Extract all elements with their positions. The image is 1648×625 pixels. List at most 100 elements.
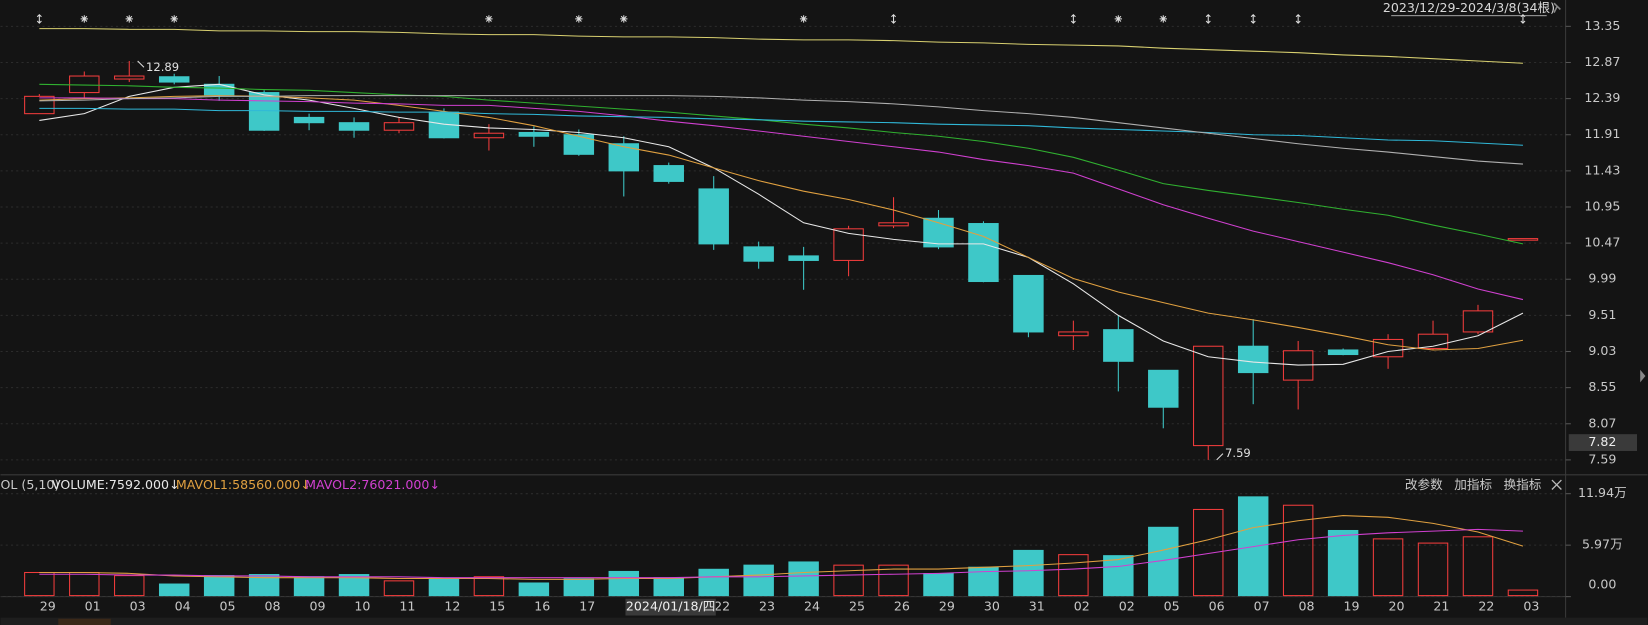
pin-icon[interactable] bbox=[1553, 2, 1561, 13]
indicator-name: OL (5,10) bbox=[0, 477, 59, 492]
candle-body bbox=[1103, 329, 1134, 362]
candle-body bbox=[69, 75, 100, 94]
candle-body bbox=[248, 92, 280, 131]
x-tick-label: 01 bbox=[85, 599, 101, 614]
button[interactable]: 改参数 bbox=[1405, 477, 1443, 492]
event-marker[interactable] bbox=[1114, 15, 1123, 23]
candle-body bbox=[833, 228, 864, 261]
button[interactable]: 换指标 bbox=[1504, 477, 1542, 492]
cursor-price: 7.82 bbox=[1588, 434, 1616, 449]
event-marker[interactable] bbox=[485, 15, 493, 23]
y-tick-label: 10.95 bbox=[1584, 198, 1620, 213]
volume-bar bbox=[1507, 589, 1539, 597]
tab-strip bbox=[0, 617, 1648, 625]
x-tick-label: 16 bbox=[534, 599, 550, 614]
annotation-arrow bbox=[1216, 453, 1224, 461]
volume-bar bbox=[1372, 538, 1404, 597]
volume-bar bbox=[518, 582, 550, 597]
ma-line bbox=[39, 95, 1523, 165]
event-marker[interactable] bbox=[1295, 13, 1301, 24]
x-tick-label: 05 bbox=[1164, 599, 1180, 614]
expand-arrow[interactable] bbox=[1640, 369, 1646, 383]
candle-body bbox=[968, 223, 999, 283]
ma-line bbox=[39, 95, 1524, 351]
volume-bar bbox=[473, 576, 505, 597]
active-tab[interactable] bbox=[58, 618, 111, 625]
x-tick-label: 23 bbox=[759, 599, 775, 614]
candle-body bbox=[788, 255, 819, 261]
readout: MAVOL1:58560.000↓ bbox=[176, 477, 311, 492]
volume-header: OL (5,10) VOLUME:7592.000↓ MAVOL1:58560.… bbox=[0, 477, 1562, 492]
y-tick-label: 9.51 bbox=[1588, 307, 1616, 322]
volume-bar bbox=[1103, 555, 1134, 597]
y-tick-label: 8.55 bbox=[1588, 379, 1616, 394]
x-tick-label: 29 bbox=[40, 599, 56, 614]
volume-bar bbox=[428, 578, 460, 597]
x-tick-label: 05 bbox=[220, 599, 236, 614]
cursor-price-box bbox=[1568, 434, 1638, 451]
range-label[interactable]: 2023/12/29-2024/3/8(34根) bbox=[1383, 0, 1555, 15]
cursor-date: 2024/01/18/四 bbox=[626, 599, 715, 614]
event-marker[interactable] bbox=[80, 15, 88, 23]
event-marker[interactable] bbox=[1250, 13, 1256, 24]
volume-bar bbox=[833, 564, 864, 597]
event-marker[interactable] bbox=[36, 13, 42, 24]
volume-bar bbox=[653, 577, 684, 597]
button[interactable]: 加指标 bbox=[1454, 477, 1492, 492]
event-marker[interactable] bbox=[125, 15, 133, 23]
y-tick-label: 12.87 bbox=[1584, 54, 1620, 69]
volume-bar bbox=[203, 575, 235, 597]
candle-body bbox=[1013, 274, 1044, 333]
readout: VOLUME:7592.000↓ bbox=[52, 477, 180, 492]
x-tick-label: 22 bbox=[714, 599, 730, 614]
volume-bar bbox=[293, 576, 325, 597]
candle-body bbox=[563, 134, 595, 155]
x-tick-label: 02 bbox=[1074, 599, 1090, 614]
volume-bar bbox=[1327, 529, 1359, 597]
event-marker[interactable] bbox=[1205, 13, 1211, 24]
volume-bar bbox=[563, 578, 595, 597]
volume-bar bbox=[1462, 536, 1494, 597]
candle-body bbox=[473, 132, 505, 139]
x-tick-label: 25 bbox=[849, 599, 865, 614]
mavol-line bbox=[39, 528, 1523, 579]
x-tick-label: 29 bbox=[939, 599, 955, 614]
x-tick-label: 10 bbox=[354, 599, 370, 614]
volume-bar bbox=[878, 564, 909, 597]
volume-bar bbox=[1282, 504, 1314, 597]
x-tick-label: 03 bbox=[1523, 599, 1539, 614]
annotation-arrow bbox=[137, 60, 145, 68]
x-tick-label: 22 bbox=[1478, 599, 1494, 614]
x-tick-label: 02 bbox=[1119, 599, 1135, 614]
event-marker[interactable] bbox=[575, 15, 583, 23]
event-marker[interactable] bbox=[620, 15, 628, 23]
event-marker[interactable] bbox=[891, 13, 897, 24]
mavol-line bbox=[39, 515, 1524, 580]
candle-body bbox=[1237, 345, 1269, 374]
y-tick-label: 11.43 bbox=[1584, 162, 1620, 177]
y-tick-label: 11.94万 bbox=[1578, 485, 1627, 500]
candle-body bbox=[1462, 310, 1494, 333]
x-tick-label: 19 bbox=[1344, 599, 1360, 614]
event-marker[interactable] bbox=[799, 15, 808, 23]
x-tick-label: 15 bbox=[489, 599, 505, 614]
event-marker[interactable] bbox=[1520, 13, 1526, 24]
candle-body bbox=[518, 131, 550, 137]
y-tick-label: 12.39 bbox=[1584, 90, 1620, 105]
volume-bar bbox=[383, 580, 415, 597]
x-tick-label: 09 bbox=[309, 599, 325, 614]
y-tick-label: 7.59 bbox=[1588, 451, 1616, 466]
candle-body bbox=[1058, 331, 1089, 337]
volume-bar bbox=[923, 573, 954, 597]
candle-body bbox=[878, 222, 909, 227]
ma-line bbox=[39, 28, 1523, 64]
x-tick-label: 11 bbox=[399, 599, 415, 614]
event-marker[interactable] bbox=[1159, 15, 1167, 23]
y-tick-label: 8.07 bbox=[1588, 415, 1616, 430]
event-marker[interactable] bbox=[170, 15, 178, 23]
volume-bar bbox=[743, 564, 774, 597]
close-icon[interactable] bbox=[1551, 479, 1562, 490]
event-marker[interactable] bbox=[1070, 13, 1076, 24]
candle-body bbox=[1327, 349, 1359, 356]
